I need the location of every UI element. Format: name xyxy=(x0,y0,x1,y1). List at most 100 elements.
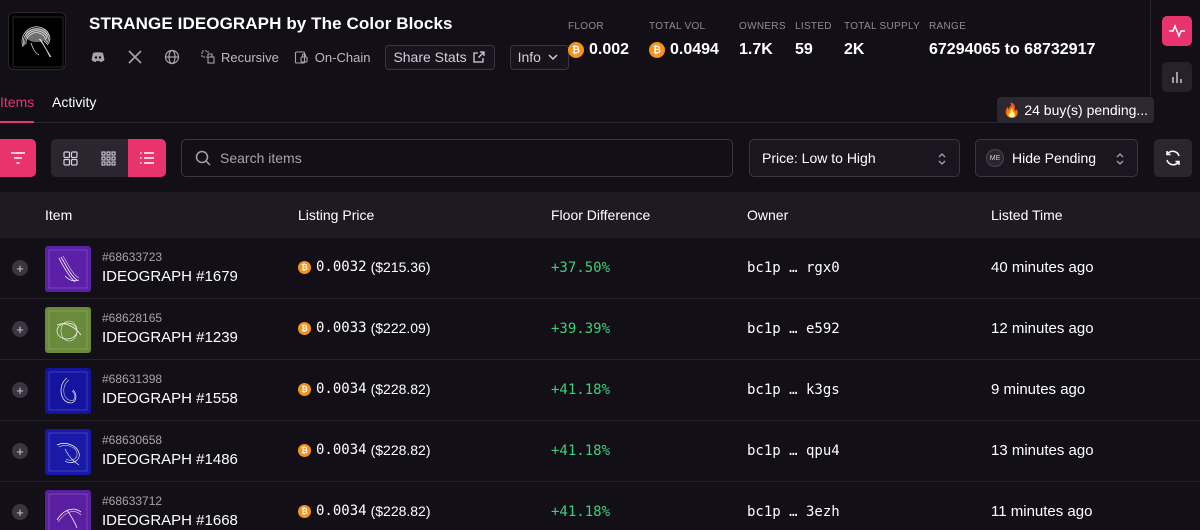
header-listed-time[interactable]: Listed Time xyxy=(991,207,1063,223)
header-floor-difference[interactable]: Floor Difference xyxy=(551,207,651,223)
small-grid-view-button[interactable] xyxy=(89,139,127,177)
view-toggle xyxy=(51,139,166,177)
stat-label: RANGE xyxy=(929,21,967,32)
header-owner[interactable]: Owner xyxy=(747,207,789,223)
refresh-button[interactable] xyxy=(1154,139,1192,177)
item-thumbnail[interactable] xyxy=(45,307,91,353)
expand-plus-icon[interactable]: + xyxy=(12,443,28,459)
tab-items[interactable]: Items xyxy=(0,94,35,110)
expand-plus-icon[interactable]: + xyxy=(12,382,28,398)
item-name[interactable]: IDEOGRAPH #1239 xyxy=(102,329,238,346)
share-stats-label: Share Stats xyxy=(393,49,467,65)
stat-value: 0.002 xyxy=(589,41,630,58)
price-btc: 0.0034 xyxy=(316,442,367,458)
stat-floor: FLOOR ₿ 0.002 xyxy=(568,21,649,59)
globe-icon[interactable] xyxy=(163,48,181,66)
table-row[interactable]: + #68633712 IDEOGRAPH #1668 ₿ 0.0034 ($228.82… xyxy=(0,482,1200,530)
stat-value: 59 xyxy=(795,41,813,58)
item-thumbnail[interactable] xyxy=(45,368,91,414)
search-icon xyxy=(195,150,211,166)
share-stats-button[interactable]: Share Stats xyxy=(385,44,495,70)
activity-chart-button[interactable] xyxy=(1162,16,1192,46)
bar-chart-icon xyxy=(1172,72,1182,83)
floor-difference: +41.18% xyxy=(551,504,611,520)
list-icon xyxy=(139,152,154,164)
price-btc: 0.0034 xyxy=(316,503,367,519)
tab-activity[interactable]: Activity xyxy=(52,94,97,110)
header-item[interactable]: Item xyxy=(45,207,73,223)
expand-plus-icon[interactable]: + xyxy=(12,260,28,276)
owner-address[interactable]: bc1p … rgx0 xyxy=(747,260,840,276)
price-usd: ($228.82) xyxy=(370,381,431,397)
inscription-number: #68633712 xyxy=(102,494,163,508)
owner-address[interactable]: bc1p … 3ezh xyxy=(747,504,840,520)
price-usd: ($228.82) xyxy=(370,503,431,519)
item-name[interactable]: IDEOGRAPH #1668 xyxy=(102,512,238,529)
owner-address[interactable]: bc1p … e592 xyxy=(747,321,840,337)
owner-address[interactable]: bc1p … qpu4 xyxy=(747,443,840,459)
pending-buys-badge[interactable]: 🔥 24 buy(s) pending... xyxy=(997,97,1155,123)
expand-plus-icon[interactable]: + xyxy=(12,504,28,520)
floor-difference: +39.39% xyxy=(551,321,611,337)
price-btc: 0.0032 xyxy=(316,259,367,275)
grid-large-icon xyxy=(63,150,78,166)
table-row[interactable]: + #68630658 IDEOGRAPH #1486 ₿ 0.0034 ($228.82… xyxy=(0,421,1200,482)
collection-logo xyxy=(8,12,66,70)
header-listing-price[interactable]: Listing Price xyxy=(298,207,375,223)
price-usd: ($215.36) xyxy=(370,259,431,275)
price-usd: ($228.82) xyxy=(370,442,431,458)
stat-value: 0.0494 xyxy=(670,41,719,58)
stat-label: TOTAL SUPPLY xyxy=(844,21,921,32)
stat-owners: OWNERS 1.7K xyxy=(739,21,795,59)
owner-address[interactable]: bc1p … k3gs xyxy=(747,382,840,398)
inscription-number: #68633723 xyxy=(102,250,163,264)
stat-label: LISTED xyxy=(795,21,832,32)
bitcoin-icon: ₿ xyxy=(298,382,311,396)
listed-time: 13 minutes ago xyxy=(991,442,1094,459)
chevron-down-icon xyxy=(546,50,561,65)
table-row[interactable]: + #68631398 IDEOGRAPH #1558 ₿ 0.0034 ($228.82… xyxy=(0,360,1200,421)
item-name[interactable]: IDEOGRAPH #1679 xyxy=(102,268,238,285)
item-thumbnail[interactable] xyxy=(45,429,91,475)
expand-plus-icon[interactable]: + xyxy=(12,321,28,337)
sort-select[interactable]: Price: Low to High xyxy=(749,139,960,177)
stat-total-vol: TOTAL VOL ₿ 0.0494 xyxy=(649,21,739,59)
search-input[interactable] xyxy=(220,150,700,166)
listing-price: ₿ 0.0034 ($228.82) xyxy=(298,503,431,519)
item-thumbnail[interactable] xyxy=(45,490,91,530)
discord-icon[interactable] xyxy=(89,48,107,66)
on-chain-label: On-Chain xyxy=(314,49,371,65)
stat-value: 67294065 to 68732917 xyxy=(929,41,1096,58)
item-name[interactable]: IDEOGRAPH #1558 xyxy=(102,390,238,407)
side-divider xyxy=(1150,0,1151,122)
list-view-button[interactable] xyxy=(127,139,166,177)
bitcoin-icon: ₿ xyxy=(298,443,311,457)
listing-price: ₿ 0.0034 ($228.82) xyxy=(298,381,431,397)
table-row[interactable]: + #68628165 IDEOGRAPH #1239 ₿ 0.0033 ($222.09… xyxy=(0,299,1200,360)
stat-listed: LISTED 59 xyxy=(795,21,844,59)
item-thumbnail[interactable] xyxy=(45,246,91,292)
stat-range: RANGE 67294065 to 68732917 xyxy=(929,21,1095,59)
filter-button[interactable] xyxy=(0,139,36,177)
analytics-button[interactable] xyxy=(1162,62,1192,92)
price-btc: 0.0034 xyxy=(316,381,367,397)
share-icon xyxy=(472,50,487,65)
table-row[interactable]: + #68633723 IDEOGRAPH #1679 ₿ 0.0032 ($215.36… xyxy=(0,238,1200,299)
magic-eden-icon: ME xyxy=(986,149,1004,167)
large-grid-view-button[interactable] xyxy=(51,139,89,177)
item-name[interactable]: IDEOGRAPH #1486 xyxy=(102,451,238,468)
x-icon[interactable] xyxy=(126,48,144,66)
info-label: Info xyxy=(517,49,541,65)
stat-label: FLOOR xyxy=(568,21,604,32)
pending-filter-select[interactable]: ME Hide Pending xyxy=(975,139,1138,177)
listed-time: 9 minutes ago xyxy=(991,381,1086,398)
info-dropdown[interactable]: Info xyxy=(509,44,569,70)
filter-icon xyxy=(11,152,25,164)
stat-label: TOTAL VOL xyxy=(649,21,706,32)
bitcoin-icon: ₿ xyxy=(298,260,311,274)
grid-small-icon xyxy=(101,150,116,166)
collection-stats: FLOOR ₿ 0.002 TOTAL VOL ₿ 0.0494 OWNERS 1.… xyxy=(568,21,1095,59)
floor-difference: +41.18% xyxy=(551,382,611,398)
recursive-icon xyxy=(200,49,216,65)
floor-difference: +37.50% xyxy=(551,260,611,276)
